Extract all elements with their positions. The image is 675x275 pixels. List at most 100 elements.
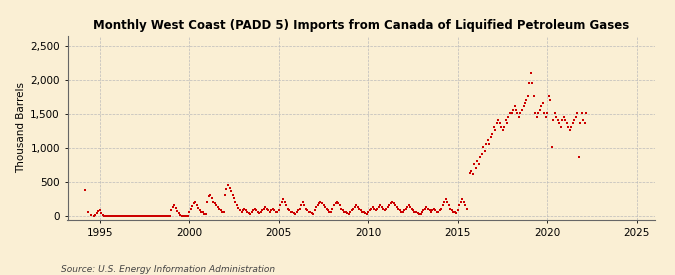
- Point: [118, 213, 129, 218]
- Point: [315, 200, 326, 204]
- Point: [239, 207, 250, 211]
- Point: [230, 199, 241, 204]
- Point: [96, 211, 107, 215]
- Point: [542, 111, 553, 116]
- Point: [425, 209, 436, 214]
- Point: [442, 200, 453, 204]
- Point: [140, 213, 151, 218]
- Point: [90, 213, 101, 218]
- Point: [170, 206, 181, 211]
- Point: [478, 145, 489, 149]
- Point: [518, 104, 529, 109]
- Point: [218, 210, 229, 214]
- Point: [531, 114, 542, 119]
- Point: [424, 208, 435, 212]
- Point: [416, 210, 427, 214]
- Point: [485, 135, 496, 139]
- Point: [99, 213, 109, 218]
- Point: [479, 148, 490, 153]
- Point: [188, 201, 199, 205]
- Point: [107, 213, 117, 218]
- Point: [399, 208, 410, 212]
- Point: [456, 200, 466, 204]
- Point: [342, 211, 353, 215]
- Point: [129, 213, 140, 218]
- Point: [154, 213, 165, 218]
- Point: [404, 205, 415, 209]
- Point: [288, 211, 299, 215]
- Point: [439, 200, 450, 204]
- Point: [278, 196, 289, 201]
- Point: [182, 213, 193, 218]
- Point: [569, 118, 580, 122]
- Point: [385, 201, 396, 205]
- Point: [420, 207, 431, 211]
- Point: [172, 209, 183, 213]
- Point: [173, 211, 184, 215]
- Point: [212, 205, 223, 210]
- Point: [521, 97, 532, 102]
- Point: [525, 71, 536, 75]
- Point: [527, 81, 538, 85]
- Point: [302, 208, 313, 212]
- Point: [545, 97, 556, 102]
- Point: [113, 213, 124, 218]
- Point: [576, 111, 587, 116]
- Point: [361, 211, 372, 216]
- Point: [88, 213, 99, 218]
- Point: [229, 196, 240, 200]
- Point: [314, 201, 325, 205]
- Point: [317, 201, 327, 205]
- Point: [266, 208, 277, 212]
- Point: [352, 205, 363, 210]
- Point: [310, 205, 321, 210]
- Point: [505, 111, 516, 116]
- Point: [446, 208, 457, 212]
- Point: [331, 200, 342, 204]
- Point: [109, 213, 120, 218]
- Point: [421, 205, 432, 210]
- Point: [369, 207, 379, 211]
- Point: [142, 213, 153, 218]
- Point: [392, 205, 402, 210]
- Point: [348, 207, 359, 211]
- Point: [510, 108, 521, 112]
- Point: [406, 207, 417, 211]
- Point: [398, 210, 408, 214]
- Point: [223, 182, 234, 187]
- Point: [503, 114, 514, 119]
- Point: [345, 210, 356, 214]
- Point: [427, 208, 438, 212]
- Point: [178, 213, 189, 218]
- Point: [251, 208, 262, 212]
- Point: [400, 207, 411, 211]
- Point: [127, 213, 138, 218]
- Point: [487, 131, 497, 136]
- Point: [284, 208, 294, 212]
- Point: [214, 207, 225, 211]
- Point: [524, 81, 535, 85]
- Point: [336, 207, 347, 211]
- Point: [217, 209, 227, 214]
- Point: [330, 201, 341, 205]
- Point: [443, 203, 454, 208]
- Point: [339, 209, 350, 214]
- Point: [123, 213, 134, 218]
- Point: [254, 211, 265, 215]
- Point: [572, 111, 583, 116]
- Point: [494, 121, 505, 126]
- Point: [530, 111, 541, 116]
- Point: [403, 203, 414, 208]
- Point: [366, 207, 377, 211]
- Point: [221, 187, 232, 192]
- Point: [185, 207, 196, 211]
- Point: [423, 207, 433, 211]
- Point: [566, 125, 576, 129]
- Point: [126, 213, 136, 218]
- Point: [512, 111, 523, 116]
- Point: [227, 193, 238, 197]
- Point: [354, 207, 364, 211]
- Point: [257, 208, 268, 212]
- Point: [520, 101, 531, 105]
- Point: [440, 196, 451, 201]
